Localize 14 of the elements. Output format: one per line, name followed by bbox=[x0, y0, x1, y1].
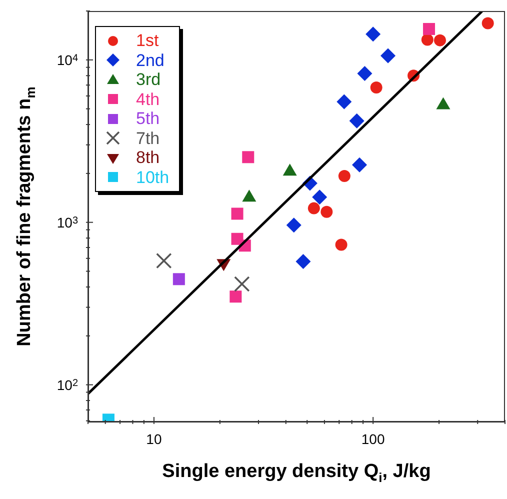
legend-label: 10th bbox=[136, 168, 170, 187]
legend-label: 2nd bbox=[136, 50, 164, 70]
x-axis-title: Single energy density Q$_{i}$, J/kg bbox=[162, 461, 431, 485]
legend-label: 5th bbox=[136, 109, 160, 128]
x-tick-label: 10 bbox=[146, 431, 162, 447]
x-tick-label: 100 bbox=[361, 431, 385, 447]
legend-label: 8th bbox=[136, 148, 160, 168]
legend-label: 4th bbox=[136, 90, 160, 109]
legend-label: 7th bbox=[136, 128, 160, 148]
legend-label: 3rd bbox=[136, 70, 161, 90]
y-tick-label: 10$^{2}$ bbox=[56, 376, 78, 393]
y-tick-label: 10$^{4}$ bbox=[56, 52, 78, 68]
y-tick-label: 10$^{3}$ bbox=[56, 214, 78, 230]
legend-label: 1st bbox=[136, 31, 159, 50]
